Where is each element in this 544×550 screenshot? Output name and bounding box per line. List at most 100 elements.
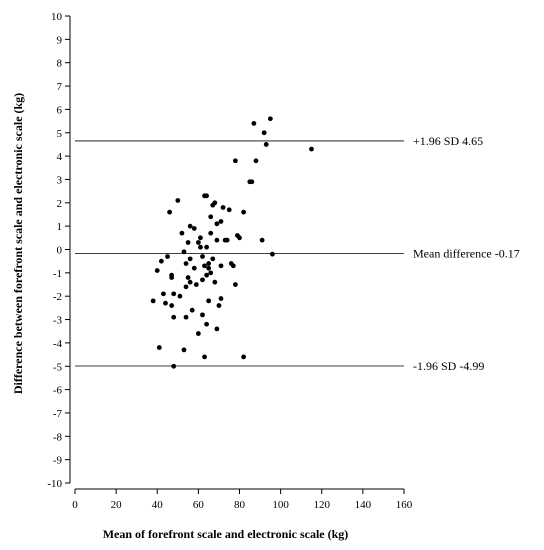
- data-point: [198, 235, 203, 241]
- data-point: [191, 226, 197, 231]
- data-point: [183, 284, 189, 290]
- y-tick-label: 8: [57, 58, 63, 70]
- data-point: [169, 303, 175, 308]
- data-point: [185, 275, 191, 280]
- data-point: [204, 272, 210, 278]
- data-point: [309, 146, 314, 152]
- reference-line-label: -1.96 SD -4.99: [413, 359, 484, 373]
- data-point: [191, 265, 197, 271]
- data-point: [230, 263, 236, 269]
- data-point: [175, 198, 181, 203]
- y-tick-label: -10: [47, 478, 62, 490]
- x-tick-label: 100: [272, 499, 289, 511]
- data-point: [163, 300, 168, 306]
- data-point: [187, 223, 193, 229]
- y-tick-label: 0: [57, 245, 63, 257]
- x-tick-label: 120: [314, 499, 331, 511]
- data-point: [212, 200, 218, 206]
- y-tick-label: 4: [57, 151, 63, 163]
- data-point: [187, 279, 193, 285]
- data-point: [181, 347, 187, 353]
- y-axis-title: Difference between forefront scale and e…: [11, 93, 25, 394]
- data-point: [189, 307, 195, 313]
- y-tick-label: -1: [53, 268, 62, 280]
- data-point: [200, 254, 205, 259]
- data-point: [181, 249, 187, 255]
- x-tick-label: 20: [111, 499, 123, 511]
- y-tick-label: -9: [53, 455, 63, 467]
- y-tick-label: 2: [57, 198, 63, 210]
- data-point: [210, 256, 216, 262]
- data-point: [200, 312, 205, 318]
- data-point: [214, 326, 220, 332]
- data-point: [216, 303, 222, 308]
- reference-line-label: +1.96 SD 4.65: [413, 134, 483, 148]
- data-point: [167, 209, 172, 215]
- y-tick-label: -5: [53, 361, 63, 373]
- data-point: [200, 277, 205, 283]
- data-point: [232, 158, 238, 164]
- data-point: [183, 314, 189, 320]
- y-tick-label: 5: [57, 128, 63, 140]
- data-point: [218, 263, 224, 269]
- data-point: [226, 207, 232, 213]
- y-tick-label: 9: [57, 34, 63, 46]
- data-point: [267, 116, 273, 122]
- data-point: [165, 254, 170, 259]
- data-point: [237, 235, 242, 241]
- data-point: [214, 237, 220, 243]
- data-point: [251, 121, 257, 126]
- data-point: [204, 244, 210, 250]
- data-point: [206, 261, 212, 266]
- data-point: [158, 258, 164, 264]
- reference-line-label: Mean difference -0.17: [413, 246, 520, 260]
- data-point: [156, 345, 162, 350]
- y-tick-label: 10: [51, 11, 63, 23]
- data-point: [183, 261, 189, 266]
- data-point: [169, 275, 175, 280]
- data-point: [208, 230, 214, 236]
- data-point: [208, 214, 214, 220]
- data-point: [241, 354, 247, 360]
- data-point: [212, 279, 218, 285]
- y-tick-label: -4: [53, 338, 63, 350]
- data-point: [218, 296, 224, 301]
- scatter-points: [150, 116, 314, 369]
- data-point: [259, 237, 265, 243]
- data-point: [171, 363, 177, 369]
- data-point: [261, 130, 267, 136]
- data-point: [204, 193, 210, 199]
- data-point: [263, 142, 269, 147]
- x-axis-title: Mean of forefront scale and electronic s…: [103, 527, 349, 541]
- y-tick-label: -8: [53, 431, 63, 443]
- data-point: [206, 265, 212, 271]
- x-axis-ticks: 0 20 40 60 80 100 120 140 160: [72, 489, 413, 511]
- y-tick-label: 6: [57, 104, 63, 116]
- data-point: [253, 158, 259, 164]
- y-tick-label: -3: [53, 315, 63, 327]
- data-point: [232, 282, 238, 287]
- data-point: [249, 179, 255, 185]
- x-tick-label: 140: [355, 499, 372, 511]
- y-tick-label: 3: [57, 174, 63, 186]
- data-point: [220, 205, 226, 210]
- data-point: [208, 270, 214, 276]
- data-point: [218, 219, 224, 224]
- data-point: [187, 256, 193, 262]
- data-point: [150, 298, 156, 304]
- data-point: [204, 321, 210, 327]
- data-point: [195, 240, 201, 245]
- x-tick-label: 80: [234, 499, 246, 511]
- y-tick-label: 1: [57, 221, 63, 233]
- data-point: [224, 237, 230, 243]
- x-tick-label: 40: [152, 499, 164, 511]
- data-point: [171, 291, 177, 297]
- data-point: [270, 251, 275, 257]
- y-tick-label: -7: [53, 408, 63, 420]
- data-point: [198, 244, 203, 250]
- data-point: [202, 354, 207, 360]
- x-tick-label: 0: [72, 499, 78, 511]
- data-point: [195, 331, 201, 336]
